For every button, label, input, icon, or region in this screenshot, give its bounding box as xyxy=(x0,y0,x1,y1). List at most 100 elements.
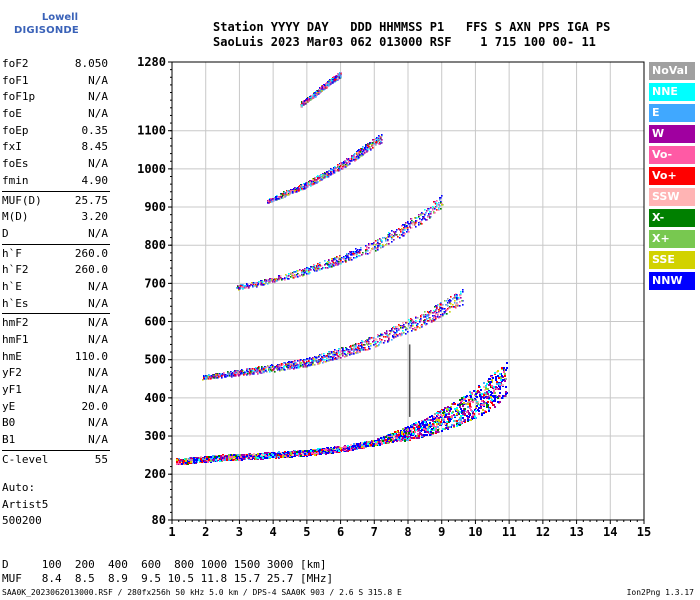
echo-pixel xyxy=(396,331,398,333)
echo-pixel xyxy=(274,453,276,455)
echo-pixel xyxy=(393,235,395,237)
param-row: foF2 8.050 xyxy=(2,56,114,73)
echo-pixel xyxy=(376,443,378,445)
echo-pixel xyxy=(472,401,474,403)
legend-item: X- xyxy=(649,209,695,227)
echo-pixel xyxy=(281,364,283,366)
echo-pixel xyxy=(420,318,422,320)
echo-pixel xyxy=(310,362,312,364)
echo-pixel xyxy=(429,313,431,315)
echo-pixel xyxy=(393,231,395,233)
echo-pixel xyxy=(393,334,395,336)
echo-pixel xyxy=(290,276,292,278)
echo-pixel xyxy=(295,276,297,278)
echo-pixel xyxy=(353,347,355,349)
echo-pixel xyxy=(276,278,278,280)
echo-pixel xyxy=(334,172,336,174)
echo-pixel xyxy=(438,311,440,313)
echo-pixel xyxy=(246,455,248,457)
echo-pixel xyxy=(427,431,429,433)
echo-pixel xyxy=(396,330,398,332)
echo-pixel xyxy=(389,235,391,237)
echo-pixel xyxy=(447,298,449,300)
echo-pixel xyxy=(428,208,430,210)
echo-pixel xyxy=(440,307,442,309)
echo-pixel xyxy=(217,373,219,375)
echo-pixel xyxy=(252,368,254,370)
echo-pixel xyxy=(307,365,309,367)
echo-pixel xyxy=(457,304,459,306)
y-tick-label: 1000 xyxy=(137,162,166,176)
echo-pixel xyxy=(308,270,310,272)
echo-pixel xyxy=(243,372,245,374)
echo-pixel xyxy=(467,403,469,405)
echo-pixel xyxy=(361,340,363,342)
echo-pixel xyxy=(254,371,256,373)
echo-pixel xyxy=(392,335,394,337)
echo-pixel xyxy=(303,270,305,272)
echo-pixel xyxy=(446,300,448,302)
echo-pixel xyxy=(233,373,235,375)
echo-pixel xyxy=(401,228,403,230)
param-row: h`F 260.0 xyxy=(2,246,114,263)
echo-pixel xyxy=(221,374,223,376)
echo-pixel xyxy=(208,459,210,461)
echo-pixel xyxy=(467,419,469,421)
echo-pixel xyxy=(415,316,417,318)
echo-pixel xyxy=(270,278,272,280)
echo-pixel xyxy=(278,275,280,277)
echo-pixel xyxy=(309,272,311,274)
echo-pixel xyxy=(497,375,499,377)
echo-pixel xyxy=(462,417,464,419)
echo-pixel xyxy=(251,369,253,371)
echo-pixel xyxy=(240,370,242,372)
echo-pixel xyxy=(380,240,382,242)
echo-pixel xyxy=(240,456,242,458)
echo-pixel xyxy=(357,249,359,251)
echo-pixel xyxy=(349,346,351,348)
echo-pixel xyxy=(254,282,256,284)
echo-pixel xyxy=(312,184,314,186)
echo-pixel xyxy=(483,386,485,388)
echo-pixel xyxy=(353,351,355,353)
echo-pixel xyxy=(391,234,393,236)
echo-pixel xyxy=(329,351,331,353)
echo-pixel xyxy=(224,376,226,378)
echo-pixel xyxy=(287,278,289,280)
echo-pixel xyxy=(456,294,458,296)
echo-pixel xyxy=(411,222,413,224)
echo-pixel xyxy=(438,202,440,204)
echo-pixel xyxy=(502,384,504,386)
echo-pixel xyxy=(333,356,335,358)
echo-pixel xyxy=(435,317,437,319)
echo-pixel xyxy=(262,457,264,459)
y-tick-label: 300 xyxy=(144,429,166,443)
echo-pixel xyxy=(330,451,332,453)
echo-pixel xyxy=(452,411,454,413)
echo-pixel xyxy=(220,375,222,377)
echo-pixel xyxy=(393,239,395,241)
echo-pixel xyxy=(351,259,353,261)
echo-pixel xyxy=(235,455,237,457)
echo-pixel xyxy=(328,356,330,358)
echo-pixel xyxy=(242,373,244,375)
echo-pixel xyxy=(349,251,351,253)
echo-pixel xyxy=(329,266,331,268)
echo-pixel xyxy=(316,270,318,272)
echo-pixel xyxy=(497,401,499,403)
echo-pixel xyxy=(440,315,442,317)
echo-pixel xyxy=(253,373,255,375)
echo-pixel xyxy=(388,232,390,234)
echo-pixel xyxy=(261,369,263,371)
echo-pixel xyxy=(411,323,413,325)
echo-pixel xyxy=(405,432,407,434)
echo-pixel xyxy=(261,280,263,282)
echo-pixel xyxy=(421,427,423,429)
echo-pixel xyxy=(381,335,383,337)
echo-pixel xyxy=(188,462,190,464)
echo-pixel xyxy=(496,381,498,383)
echo-pixel xyxy=(210,456,212,458)
echo-pixel xyxy=(301,270,303,272)
echo-pixel xyxy=(414,222,416,224)
echo-pixel xyxy=(351,254,353,256)
